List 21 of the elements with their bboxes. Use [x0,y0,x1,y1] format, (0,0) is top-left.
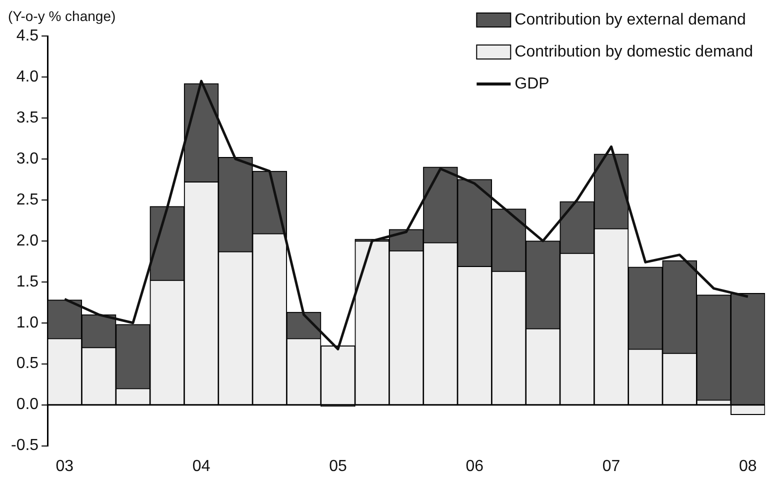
y-tick-label: 4.5 [16,27,39,44]
y-tick-label: 0.5 [16,355,39,372]
y-tick-label: 2.0 [16,232,39,250]
y-tick-label: 3.0 [16,150,39,168]
x-tick-label: 05 [329,458,347,475]
y-tick-label: 0.0 [16,396,39,414]
y-tick-label: 4.0 [16,68,39,86]
legend-label: Contribution by external demand [514,11,746,28]
legend-label: Contribution by domestic demand [514,43,754,60]
y-tick-label: -0.5 [10,437,39,454]
y-axis-title: (Y-o-y % change) [8,8,116,24]
y-tick-label: 1.0 [16,314,39,332]
x-tick-label: 03 [56,458,74,475]
y-tick-label: 3.5 [16,109,39,126]
x-tick-label: 06 [466,458,484,475]
x-tick-label: 07 [602,458,620,475]
legend-label: GDP [514,75,550,92]
x-tick-label: 04 [192,458,210,475]
y-tick-label: 1.5 [16,273,39,290]
x-tick-label: 08 [739,458,757,475]
y-tick-label: 2.5 [16,191,39,208]
